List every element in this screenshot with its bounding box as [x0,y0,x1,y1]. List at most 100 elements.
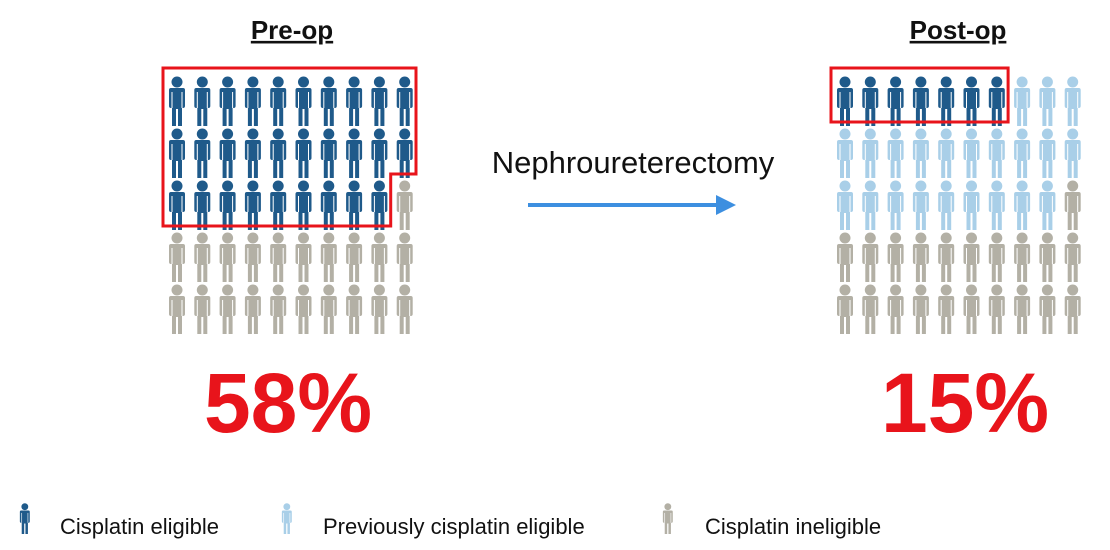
person-icon [219,76,236,126]
icon-arm-gap [399,248,401,264]
icon-body [270,88,287,126]
person-icon [1039,76,1056,126]
icon-body [270,244,287,282]
icon-arm-gap [874,300,876,316]
icon-arm-gap [1001,144,1003,160]
person-icon [1064,232,1081,282]
person-icon [169,284,185,334]
icon-arm-gap [196,92,198,108]
icon-head [196,284,208,296]
icon-body [988,244,1005,282]
icon-arm-gap [232,196,234,212]
icon-arm-gap [383,92,385,108]
person-icon [346,284,363,334]
icon-arm-gap [383,196,385,212]
icon-arm-gap [991,92,993,108]
icon-body [938,140,955,178]
icon-head [966,232,977,244]
icon-arm-gap [282,300,284,316]
icon-arm-gap [247,248,249,264]
person-icon [1064,180,1081,230]
legend-label: Cisplatin eligible [60,514,219,539]
icon-arm-gap [1041,196,1043,212]
icon-body [371,296,388,334]
icon-arm-gap [991,300,993,316]
icon-arm-gap [1001,92,1003,108]
icon-arm-gap [1051,300,1053,316]
icon-arm-gap [206,144,208,160]
person-icon [938,180,955,230]
person-icon [320,232,337,282]
icon-arm-gap [399,144,401,160]
icon-head [1016,180,1028,192]
person-icon [346,76,363,126]
icon-body [1064,244,1081,282]
icon-arm-gap [950,300,952,316]
icon-head [298,128,309,140]
icon-arm-gap [976,300,977,316]
icon-head [966,128,977,140]
icon-body [912,88,929,126]
icon-head [348,76,360,88]
icon-body [862,296,879,334]
person-icon [371,284,388,334]
icon-arm-gap [915,196,917,212]
icon-head [222,128,234,140]
icon-body [837,296,853,334]
icon-head [323,76,335,88]
icon-arm-gap [171,248,173,264]
icon-arm-gap [900,144,902,160]
icon-arm-gap [196,300,198,316]
person-icon [1039,284,1056,334]
icon-head [171,128,183,140]
icon-body [862,140,879,178]
percent: 58% [204,356,372,450]
icon-arm-gap [1041,248,1043,264]
person-icon [194,232,211,282]
icon-head [272,284,284,296]
person-icon [1064,284,1081,334]
icon-body [963,296,980,334]
icon-body [1064,192,1081,230]
person-icon [862,76,879,126]
icon-body [295,140,312,178]
icon-body [1039,296,1056,334]
icon-arm-gap [1016,196,1018,212]
icon-body [194,192,211,230]
icon-arm-gap [247,144,249,160]
icon-body [244,140,261,178]
person-icon [169,232,185,282]
icon-body [194,244,211,282]
person-icon [988,232,1005,282]
icon-head [991,284,1003,296]
person-icon [963,284,980,334]
icon-head [839,284,851,296]
icon-head [991,232,1003,244]
person-icon [244,284,261,334]
icon-arm-gap [409,144,411,160]
icon-arm-gap [966,92,967,108]
person-icon [219,128,236,178]
person-icon [295,232,312,282]
icon-arm-gap [308,248,309,264]
icon-body [887,296,904,334]
person-icon [912,232,929,282]
icon-body [1064,88,1081,126]
person-icon [270,232,287,282]
icon-arm-gap [298,196,299,212]
icon-arm-gap [1026,300,1028,316]
icon-arm-gap [409,248,411,264]
icon-head [348,284,360,296]
icon-body [320,192,337,230]
icon-body [371,140,388,178]
icon-head [1067,232,1079,244]
icon-arm-gap [409,196,411,212]
icon-arm-gap [333,196,335,212]
icon-arm-gap [308,92,309,108]
person-icon [862,284,879,334]
icon-body [1014,88,1031,126]
icon-group [837,180,1081,334]
icon-arm-gap [181,300,183,316]
icon-arm-gap [171,144,173,160]
icon-arm-gap [950,248,952,264]
